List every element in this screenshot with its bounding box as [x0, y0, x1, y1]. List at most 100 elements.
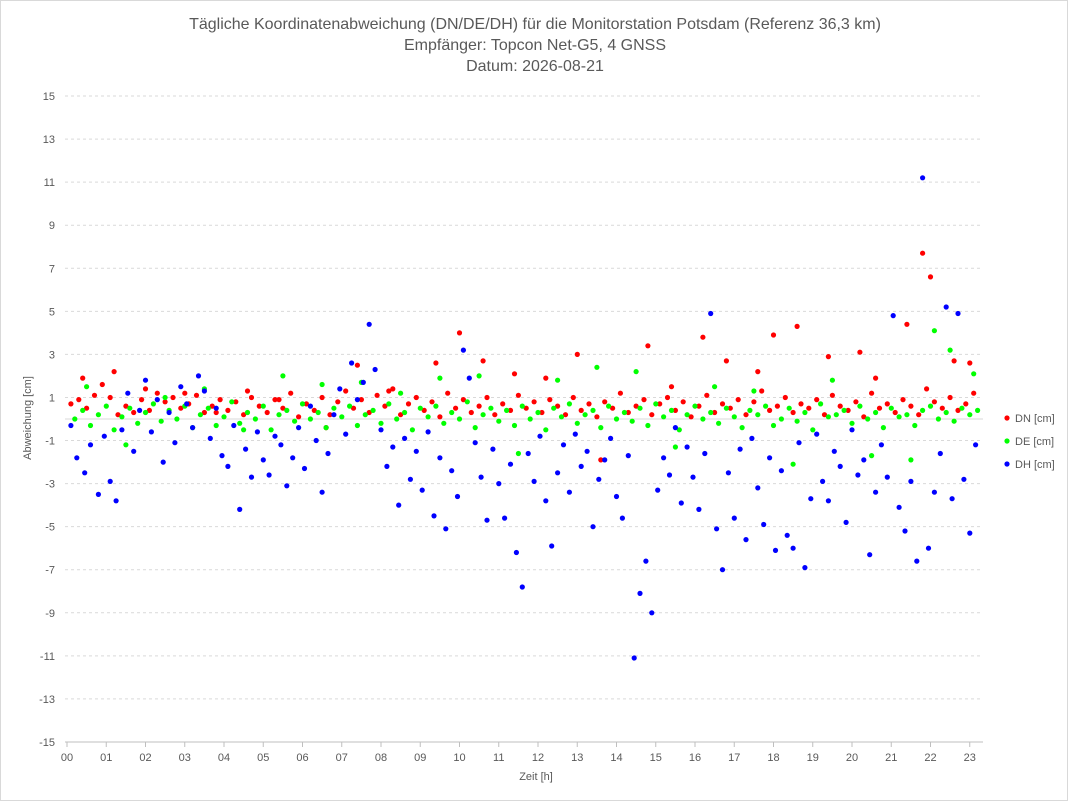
- x-tick-label: 06: [296, 752, 308, 764]
- data-point: [386, 388, 392, 394]
- y-tick-label: 15: [43, 91, 55, 103]
- data-point: [496, 418, 502, 424]
- x-tick-label: 18: [767, 752, 779, 764]
- data-point: [951, 418, 957, 424]
- data-point: [578, 463, 584, 469]
- data-point: [378, 420, 384, 426]
- data-point: [280, 405, 286, 411]
- y-tick-label: -15: [39, 737, 55, 749]
- data-point: [975, 407, 981, 413]
- data-point: [296, 425, 302, 431]
- data-point: [778, 468, 785, 474]
- data-point: [772, 547, 779, 554]
- data-point: [190, 425, 196, 431]
- title-line-2: Empfänger: Topcon Net-G5, 4 GNSS: [404, 37, 666, 54]
- data-point: [68, 422, 74, 429]
- data-point: [574, 420, 580, 426]
- data-point: [916, 412, 922, 418]
- data-point: [873, 489, 879, 495]
- data-point: [402, 435, 408, 441]
- data-point: [814, 431, 820, 437]
- data-point: [613, 416, 620, 422]
- data-point: [319, 394, 325, 401]
- data-point: [398, 390, 404, 396]
- data-point: [867, 552, 873, 558]
- data-point: [154, 397, 160, 403]
- data-point: [337, 386, 343, 392]
- y-tick-label: -5: [45, 522, 55, 534]
- data-point: [374, 392, 380, 398]
- y-tick-label: 7: [49, 263, 55, 275]
- data-point: [586, 401, 592, 407]
- data-point: [127, 405, 133, 411]
- data-point: [453, 405, 459, 411]
- data-point: [829, 392, 836, 398]
- data-point: [843, 519, 849, 526]
- data-point: [193, 392, 200, 398]
- data-point: [696, 403, 702, 409]
- data-point: [315, 409, 321, 416]
- data-point: [382, 403, 388, 409]
- data-point: [417, 405, 423, 411]
- data-point: [507, 407, 514, 413]
- data-point: [413, 394, 419, 401]
- data-point: [248, 474, 255, 480]
- series-dh: [68, 175, 979, 661]
- x-tick-label: 10: [453, 752, 465, 764]
- data-point: [763, 403, 769, 409]
- data-point: [880, 425, 887, 431]
- data-point: [201, 388, 207, 394]
- data-point: [884, 474, 890, 480]
- data-point: [572, 431, 578, 437]
- data-point: [76, 397, 82, 403]
- y-axis-title: Abweichung [cm]: [22, 376, 34, 460]
- title-line-3: Datum: 2026-08-21: [466, 58, 604, 75]
- data-point: [645, 422, 651, 429]
- x-tick-label: 07: [336, 752, 348, 764]
- data-point: [904, 412, 910, 418]
- data-point: [125, 390, 131, 396]
- data-point: [888, 405, 894, 411]
- data-point: [643, 558, 649, 564]
- data-point: [178, 384, 184, 390]
- data-point: [311, 407, 317, 413]
- data-point: [213, 422, 219, 429]
- data-point: [631, 655, 637, 661]
- y-tick-label: 11: [44, 177, 55, 189]
- data-point: [142, 409, 149, 416]
- x-tick-label: 05: [257, 752, 269, 764]
- data-point: [354, 397, 360, 403]
- x-axis-title: Zeit [h]: [519, 771, 553, 783]
- data-point: [466, 375, 472, 381]
- data-point: [947, 347, 953, 353]
- data-point: [767, 407, 773, 413]
- data-point: [313, 437, 319, 444]
- data-point: [723, 405, 730, 411]
- data-point: [814, 397, 820, 403]
- data-point: [661, 414, 667, 420]
- data-point: [476, 373, 482, 379]
- data-point: [735, 397, 741, 403]
- data-point: [927, 274, 934, 280]
- data-point: [319, 381, 325, 388]
- data-point: [684, 412, 690, 418]
- data-point: [490, 446, 496, 452]
- data-point: [700, 334, 706, 340]
- data-point: [806, 405, 812, 411]
- data-point: [716, 420, 722, 426]
- data-point: [943, 304, 949, 310]
- data-point: [319, 489, 325, 495]
- data-point: [535, 409, 541, 416]
- data-point: [719, 401, 726, 407]
- data-point: [731, 515, 737, 521]
- data-point: [613, 493, 620, 500]
- data-point: [197, 412, 203, 418]
- data-point: [645, 343, 651, 349]
- x-axis-ticks: 00 01 02 03 04 05 06 07 08 09 10 11 12 13 14 15 16 17 18 19…: [61, 741, 983, 764]
- data-point: [476, 403, 482, 409]
- data-point: [331, 412, 337, 418]
- data-point: [778, 416, 785, 422]
- data-point: [712, 409, 718, 416]
- data-point: [515, 392, 522, 398]
- data-point: [170, 394, 176, 401]
